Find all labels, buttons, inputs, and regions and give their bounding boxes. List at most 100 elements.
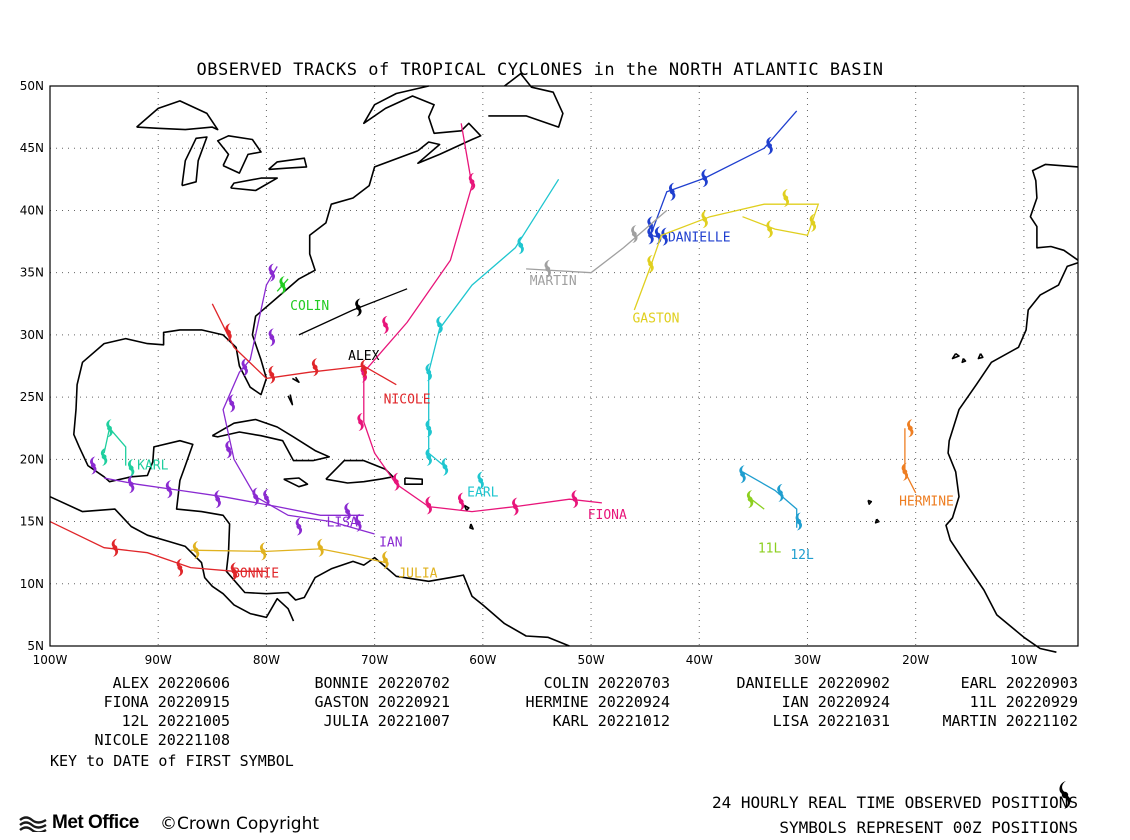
track-line: [526, 209, 668, 274]
cyclone-position-symbol: [457, 492, 465, 511]
storm-label: KARL: [137, 458, 168, 473]
cyclone-position-symbol: [241, 358, 248, 377]
storm-track-colin: COLIN: [276, 276, 329, 314]
track-line: [298, 288, 408, 336]
key-row: 12L 20221005 JULIA 20221007 KARL 20221012 L…: [50, 712, 1080, 731]
key-entry: 12L 20221005: [30, 712, 230, 731]
coastline: [945, 261, 1079, 653]
cyclone-position-symbol: [425, 496, 432, 515]
coastline: [1029, 163, 1079, 261]
cyclone-position-symbol: [176, 558, 184, 577]
cyclone-position-symbol: [268, 365, 276, 384]
lon-label: 40W: [686, 653, 713, 667]
cyclone-position-symbol: [263, 488, 270, 507]
cyclone-position-symbol: [311, 358, 319, 377]
key-storm-date: 20220915: [157, 693, 230, 711]
cyclone-position-symbol: [571, 490, 579, 509]
coastline: [283, 477, 309, 488]
cyclone-position-symbol: [661, 227, 668, 246]
storm-label: MARTIN: [530, 274, 577, 289]
storm-label: HERMINE: [899, 494, 954, 509]
coastline: [404, 477, 423, 485]
coastline: [463, 504, 470, 512]
coastline: [216, 135, 262, 174]
cyclone-position-symbol: [214, 490, 221, 509]
cyclone-position-symbol: [468, 172, 476, 191]
storm-label: LISA: [327, 516, 358, 531]
lat-label: 10N: [20, 577, 44, 591]
key-storm-name: MARTIN: [942, 712, 997, 730]
key-storm-date: 20220924: [817, 693, 890, 711]
key-storm-name: 11L: [969, 693, 997, 711]
storm-label: NICOLE: [384, 392, 431, 407]
track-line: [633, 203, 820, 311]
key-storm-date: 20221031: [817, 712, 890, 730]
cyclone-position-symbol: [441, 457, 449, 476]
key-storm-date: 20220703: [597, 674, 670, 692]
coastline: [469, 523, 474, 530]
cyclone-position-symbol: [228, 394, 235, 413]
lat-label: 5N: [27, 639, 44, 653]
cyclone-position-symbol: [165, 480, 173, 499]
cyclone-position-symbol: [192, 541, 200, 560]
key-storm-date: 20220902: [817, 674, 890, 692]
key-storm-name: GASTON: [314, 693, 369, 711]
key-storm-name: IAN: [781, 693, 809, 711]
cyclone-position-symbol: [357, 413, 364, 431]
storm-label: 11L: [758, 542, 782, 557]
cyclone-position-symbol: [127, 475, 135, 494]
key-storm-date: 20220606: [157, 674, 230, 692]
cyclone-position-symbol: [701, 210, 708, 229]
cyclone-position-symbol: [230, 562, 238, 581]
met-office-wave-icon: [19, 816, 47, 832]
coastline: [874, 518, 880, 524]
cyclone-position-symbol: [382, 315, 389, 334]
met-office-logo: Met Office: [18, 812, 139, 834]
storm-label: DANIELLE: [668, 231, 731, 246]
key-entry: MARTIN 20221102: [878, 712, 1078, 731]
lon-label: 60W: [469, 653, 496, 667]
lat-label: 30N: [20, 328, 44, 342]
key-entry: 11L 20220929: [878, 693, 1078, 712]
footer-line-2: SYMBOLS REPRESENT 00Z POSITIONS: [779, 818, 1078, 837]
lat-label: 45N: [20, 141, 44, 155]
footer-line-1: 24 HOURLY REAL TIME OBSERVED POSITIONS: [711, 793, 1078, 812]
key-storm-name: KARL: [552, 712, 589, 730]
track-line: [363, 123, 602, 513]
key-entry: JULIA 20221007: [250, 712, 450, 731]
key-entry: NICOLE 20221108: [30, 731, 230, 750]
key-storm-name: EARL: [960, 674, 997, 692]
storm-label: EARL: [467, 486, 498, 501]
cyclone-position-symbol: [225, 323, 232, 342]
key-storm-name: DANIELLE: [736, 674, 809, 692]
key-storm-date: 20220924: [597, 693, 670, 711]
storm-track-11l: 11L: [746, 490, 782, 557]
cyclone-position-symbol: [106, 419, 113, 438]
key-storm-name: COLIN: [543, 674, 589, 692]
storm-track-gaston: GASTON: [632, 189, 820, 326]
coastline: [961, 357, 967, 364]
footer-notes: 24 HOURLY REAL TIME OBSERVED POSITIONS S…: [712, 790, 1078, 840]
storm-label: JULIA: [398, 567, 437, 582]
cyclone-position-symbol: [90, 456, 97, 475]
storm-label: IAN: [379, 535, 402, 550]
storm-track-martin: MARTIN: [526, 209, 668, 289]
storm-label: BONNIE: [232, 567, 279, 582]
storm-track-earl: EARL: [425, 178, 560, 501]
key-storm-date: 20220903: [1005, 674, 1078, 692]
cyclone-position-symbol: [544, 259, 551, 278]
track-line: [222, 266, 375, 535]
cyclone-position-symbol: [344, 502, 351, 521]
cyclone-position-symbol: [901, 462, 909, 481]
lon-label: 90W: [145, 653, 172, 667]
key-storm-name: NICOLE: [94, 731, 149, 749]
cyclone-position-symbol: [766, 220, 773, 239]
key-storm-date: 20220702: [377, 674, 450, 692]
key-entry: COLIN 20220703: [470, 674, 670, 693]
cyclone-position-symbol: [225, 440, 232, 459]
storm-track-danielle: DANIELLE: [647, 110, 798, 246]
key-storm-name: ALEX: [112, 674, 149, 692]
coastline: [291, 376, 300, 383]
cyclone-position-symbol: [517, 236, 524, 255]
key-storm-date: 20220921: [377, 693, 450, 711]
